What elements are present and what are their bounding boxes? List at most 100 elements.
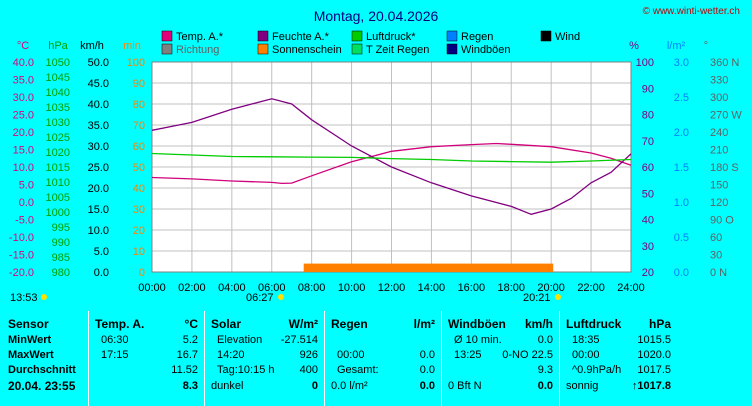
temp-tick-label: 30.0 [13, 92, 34, 104]
pressure-row-label: sonnig [566, 380, 599, 392]
rain-row-label: Gesamt: [337, 364, 379, 376]
percent-tick-label: 60 [642, 162, 654, 174]
temp-tick-label: 25.0 [13, 110, 34, 122]
minutes-tick-label: 40 [133, 183, 145, 195]
temp-tick-label: -15.0 [9, 250, 34, 262]
direction-tick-label: 300 [710, 92, 728, 104]
wind-tick-label: 35.0 [88, 120, 109, 132]
minutes-tick-label: 50 [133, 162, 145, 174]
percent-tick-label: 30 [642, 241, 654, 253]
pressure-header: Luftdruck [566, 317, 622, 331]
brand-link[interactable]: © www.winti-wetter.ch [643, 6, 740, 17]
temp-tick-label: 20.0 [13, 127, 34, 139]
x-tick-label: 16:00 [458, 282, 486, 294]
gusts-row-value: 9.3 [537, 364, 553, 376]
legend-swatch [446, 43, 458, 55]
now-time-label: 13:53 [10, 292, 38, 304]
percent-tick-label: 20 [642, 267, 654, 279]
gusts-row-value: 0.0 [537, 334, 553, 346]
pressure-tick-label: 1000 [46, 207, 70, 219]
sensor-row-max: MaxWert [8, 349, 54, 361]
x-tick-label: 24:00 [617, 282, 645, 294]
axis-unit-label: °C [17, 40, 29, 52]
stats-panel [0, 311, 752, 406]
minutes-tick-label: 60 [133, 141, 145, 153]
rain-tick-label: 1.5 [674, 162, 689, 174]
percent-tick-label: 100 [636, 57, 654, 69]
pressure-row-value: 1015.5 [637, 334, 671, 346]
gusts-unit: km/h [524, 317, 553, 331]
pressure-tick-label: 985 [52, 252, 70, 264]
solar-row-value: 400 [299, 364, 318, 376]
rain-tick-label: 2.5 [674, 92, 689, 104]
x-tick-label: 04:00 [218, 282, 246, 294]
legend-swatch [257, 43, 269, 55]
rain-header: Regen [331, 317, 368, 331]
sunshine-bar [303, 263, 554, 272]
solar-row-value: 0 [311, 380, 318, 392]
percent-tick-label: 90 [642, 83, 654, 95]
rain-column: Regen l/m² 00:00 0.0 Gesamt: 0.0 0.0 l/m² 0.0 [324, 311, 441, 406]
axis-unit-label: km/h [80, 40, 104, 52]
temp-header: Temp. A. [95, 317, 145, 331]
temp-tick-label: 35.0 [13, 75, 34, 87]
legend-swatch [257, 30, 269, 42]
sensor-row-avg: Durchschnitt [8, 364, 76, 376]
x-tick-label: 14:00 [418, 282, 446, 294]
sunset-time-label: 20:21 [523, 292, 551, 304]
legend-swatch [540, 30, 552, 42]
temp-tick-label: -5.0 [15, 215, 34, 227]
gusts-row-label: 13:25 [454, 349, 482, 361]
temp-unit: °C [184, 317, 198, 331]
solar-row-value: 926 [299, 349, 318, 361]
axes: 00:00 02:00 04:00 06:00 08:00 10:00 12:00 14:00… [9, 40, 742, 294]
temp-row-value: 8.3 [182, 380, 198, 392]
rain-tick-label: 1.0 [674, 197, 689, 209]
legend-label: T Zeit Regen [366, 44, 429, 56]
pressure-tick-label: 1035 [46, 102, 70, 114]
sunrise-icon [278, 294, 284, 300]
rain-row-label: 00:00 [337, 349, 365, 361]
direction-tick-label: 360 N [710, 57, 739, 69]
rain-row-label: 0.0 l/m² [331, 380, 368, 392]
percent-tick-label: 40 [642, 215, 654, 227]
x-tick-label: 08:00 [298, 282, 326, 294]
sensor-column: Sensor MinWert MaxWert Durchschnitt 20.0… [0, 311, 88, 406]
wind-tick-label: 20.0 [88, 183, 109, 195]
gusts-header: Windböen [448, 317, 506, 331]
sun-icon [41, 294, 47, 300]
sensor-header: Sensor [8, 317, 49, 331]
rain-row-value: 0.0 [419, 364, 435, 376]
pressure-tick-label: 1050 [46, 57, 70, 69]
percent-tick-label: 80 [642, 110, 654, 122]
temp-row-value: 16.7 [176, 349, 198, 361]
minutes-tick-label: 20 [133, 225, 145, 237]
pressure-tick-label: 1005 [46, 192, 70, 204]
minutes-tick-label: 10 [133, 246, 145, 258]
rain-tick-label: 0.0 [674, 267, 689, 279]
minutes-tick-label: 90 [133, 78, 145, 90]
x-tick-label: 00:00 [138, 282, 166, 294]
legend-label: Wind [555, 31, 580, 43]
rain-tick-label: 3.0 [674, 57, 689, 69]
solar-header: Solar [211, 317, 242, 331]
temp-row-value: 11.52 [171, 364, 198, 376]
pressure-tick-label: 990 [52, 237, 70, 249]
temp-row-label: 06:30 [101, 334, 129, 346]
percent-tick-label: 70 [642, 136, 654, 148]
wind-tick-label: 5.0 [94, 246, 109, 258]
temp-tick-label: 10.0 [13, 162, 34, 174]
rain-unit: l/m² [413, 317, 435, 331]
direction-tick-label: 210 [710, 145, 728, 157]
temp-tick-label: 40.0 [13, 57, 34, 69]
legend-swatch [161, 30, 173, 42]
pressure-row-label: 18:35 [572, 334, 600, 346]
chart-marks [151, 98, 632, 272]
temp-tick-label: -10.0 [9, 232, 34, 244]
direction-tick-label: 150 [710, 180, 728, 192]
x-tick-label: 12:00 [378, 282, 406, 294]
legend: Temp. A.* Feuchte A.* Luftdruck* Regen Wind R… [161, 30, 580, 56]
solar-row-label: Tag:10:15 h [217, 364, 275, 376]
direction-tick-label: 330 [710, 75, 728, 87]
gusts-row-label: 0 Bft N [448, 380, 482, 392]
